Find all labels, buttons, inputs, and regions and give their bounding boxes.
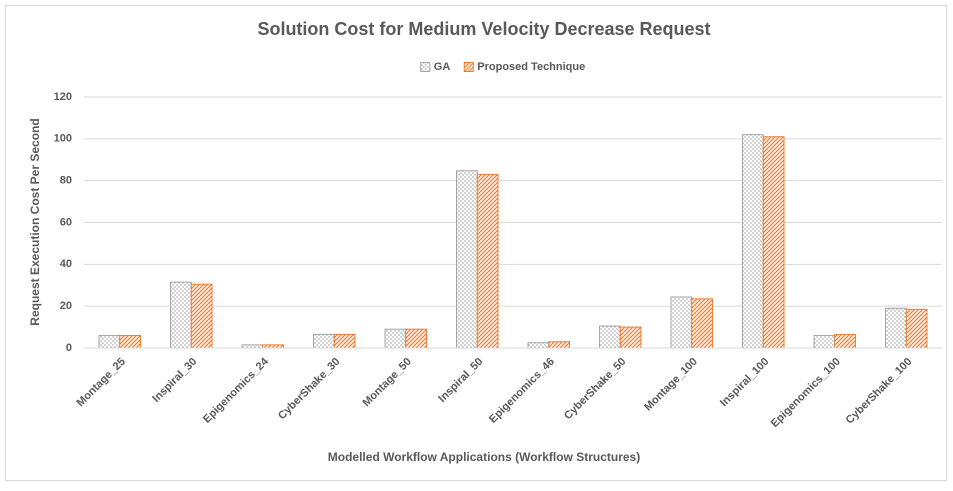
bar <box>313 333 335 349</box>
y-tick-label: 80 <box>60 175 72 187</box>
bar <box>190 283 213 349</box>
legend-swatch <box>463 62 474 72</box>
bar <box>762 136 785 349</box>
legend-label: Proposed Technique <box>477 61 585 73</box>
bar <box>834 333 856 349</box>
bar <box>384 328 407 349</box>
bar <box>599 325 621 349</box>
bar <box>619 326 642 349</box>
legend-item: Proposed Technique <box>463 61 585 73</box>
legend-swatch <box>420 62 431 72</box>
bar <box>476 173 499 349</box>
y-tick-label: 60 <box>60 216 72 228</box>
y-tick-label: 0 <box>66 342 72 354</box>
chart-title: Solution Cost for Medium Velocity Decrea… <box>257 19 710 39</box>
y-tick-label: 40 <box>60 258 72 270</box>
bar <box>119 334 141 349</box>
y-axis-title: Request Execution Cost Per Second <box>28 118 42 325</box>
bar <box>885 307 907 349</box>
y-tick-label: 120 <box>54 91 72 103</box>
y-tick-label: 100 <box>54 133 72 145</box>
bar <box>98 334 121 349</box>
bar <box>333 333 356 349</box>
legend-item: GA <box>420 61 451 73</box>
x-axis-title: Modelled Workflow Applications (Workflow… <box>328 450 640 464</box>
bar <box>813 334 836 349</box>
bar <box>691 298 713 349</box>
bar <box>905 308 928 349</box>
bar <box>670 296 693 349</box>
bar <box>170 281 192 349</box>
bar <box>742 134 764 349</box>
bar <box>405 328 427 349</box>
legend-label: GA <box>434 61 451 73</box>
bar <box>527 342 550 349</box>
bar <box>548 341 570 349</box>
bar <box>456 170 478 349</box>
y-tick-label: 20 <box>60 300 72 312</box>
